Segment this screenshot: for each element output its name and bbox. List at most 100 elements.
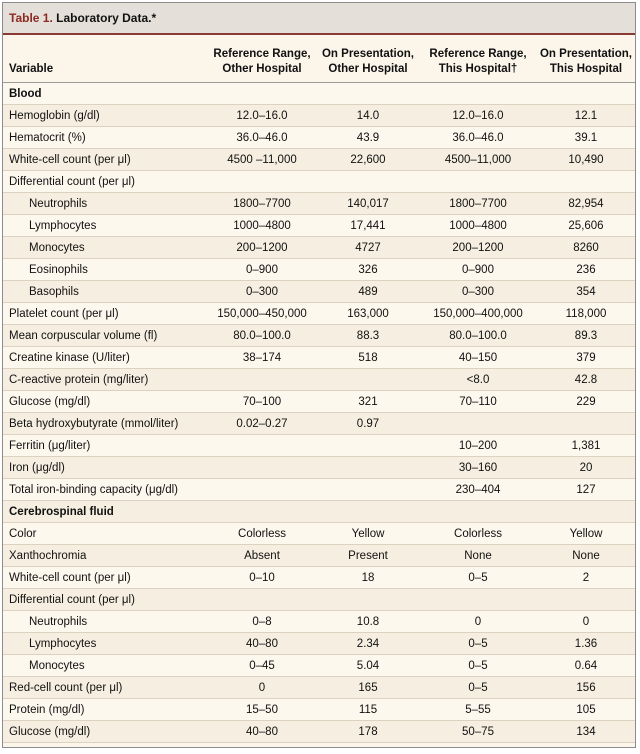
table-row: Hemoglobin (g/dl) 12.0–16.0 14.0 12.0–16.0 1… bbox=[3, 105, 635, 127]
cell-c4: 20 bbox=[579, 462, 593, 474]
table-row: Color Colorless Yellow Colorless Yellow bbox=[3, 523, 635, 545]
table-row: Eosinophils 0–900 326 0–900 236 bbox=[3, 259, 635, 281]
header-pres-other: On Presentation, Other Hospital bbox=[312, 47, 424, 77]
cell-c3: 0–5 bbox=[468, 682, 488, 694]
table-row: Differential count (per μl) bbox=[3, 589, 635, 611]
table-row: Platelet count (per μl) 150,000–450,000 16… bbox=[3, 303, 635, 325]
row-label: Basophils bbox=[29, 286, 79, 298]
cell-c3: 12.0–16.0 bbox=[452, 110, 504, 122]
cell-c3: 50–75 bbox=[462, 726, 494, 738]
row-label: Ferritin (μg/liter) bbox=[9, 440, 91, 452]
cell-c4: 105 bbox=[576, 704, 596, 716]
cell-c1: 0–10 bbox=[249, 572, 275, 584]
cell-c3: <8.0 bbox=[466, 374, 490, 386]
header-ref-this: Reference Range, This Hospital† bbox=[422, 47, 534, 77]
cell-c1: 40–80 bbox=[246, 726, 278, 738]
cell-c3: 230–404 bbox=[455, 484, 501, 496]
cell-c4: 379 bbox=[576, 352, 596, 364]
row-label: Lymphocytes bbox=[29, 220, 97, 232]
cell-c1: Colorless bbox=[238, 528, 286, 540]
table-row: Monocytes 0–45 5.04 0–5 0.64 bbox=[3, 655, 635, 677]
cell-c3: 200–1200 bbox=[452, 242, 504, 254]
table-row: Beta hydroxybutyrate (mmol/liter) 0.02–0.… bbox=[3, 413, 635, 435]
cell-c2: 489 bbox=[358, 286, 378, 298]
cell-c3: 0–5 bbox=[468, 660, 488, 672]
cell-c1: 1800–7700 bbox=[233, 198, 291, 210]
cell-c3: 5–55 bbox=[465, 704, 491, 716]
cell-c2: 163,000 bbox=[347, 308, 389, 320]
header-ref-other-line2: Other Hospital bbox=[222, 63, 302, 75]
table-title: Table 1. Laboratory Data.* bbox=[3, 3, 635, 35]
cell-c4: 89.3 bbox=[574, 330, 598, 342]
cell-c2: Yellow bbox=[351, 528, 385, 540]
table-row: Basophils 0–300 489 0–300 354 bbox=[3, 281, 635, 303]
row-label: Glucose (mg/dl) bbox=[9, 396, 91, 408]
table-number: Table 1. bbox=[9, 11, 53, 25]
row-label: Mean corpuscular volume (fl) bbox=[9, 330, 158, 342]
row-label: Monocytes bbox=[29, 660, 85, 672]
row-label: Xanthochromia bbox=[9, 550, 87, 562]
cell-c2: 5.04 bbox=[356, 660, 380, 672]
row-label: Iron (μg/dl) bbox=[9, 462, 65, 474]
table-header: Variable Reference Range, Other Hospital… bbox=[3, 35, 635, 83]
table-row: Xanthochromia Absent Present None None bbox=[3, 545, 635, 567]
cell-c4: Yellow bbox=[569, 528, 603, 540]
cell-c4: 10,490 bbox=[568, 154, 604, 166]
cell-c3: Colorless bbox=[454, 528, 502, 540]
row-label: Differential count (per μl) bbox=[9, 594, 135, 606]
cell-c3: 1000–4800 bbox=[449, 220, 507, 232]
cell-c1: 70–100 bbox=[242, 396, 282, 408]
cell-c3: 0–900 bbox=[462, 264, 494, 276]
cell-c2: 326 bbox=[358, 264, 378, 276]
header-ref-other-line1: Reference Range, bbox=[213, 48, 311, 60]
cell-c4: 39.1 bbox=[574, 132, 598, 144]
row-label: Eosinophils bbox=[29, 264, 88, 276]
cell-c1: 0 bbox=[258, 682, 266, 694]
table-row: C-reactive protein (mg/liter) <8.0 42.8 bbox=[3, 369, 635, 391]
table-row: Ferritin (μg/liter) 10–200 1,381 bbox=[3, 435, 635, 457]
cell-c2: 2.34 bbox=[356, 638, 380, 650]
cell-c1: 0–300 bbox=[246, 286, 278, 298]
row-label: Lymphocytes bbox=[29, 638, 97, 650]
cell-c3: 0–5 bbox=[468, 572, 488, 584]
cell-c1: 0–45 bbox=[249, 660, 275, 672]
cell-c3: 40–150 bbox=[458, 352, 498, 364]
table-row: Hematocrit (%) 36.0–46.0 43.9 36.0–46.0 39.1 bbox=[3, 127, 635, 149]
cell-c2: 43.9 bbox=[356, 132, 380, 144]
row-label: C-reactive protein (mg/liter) bbox=[9, 374, 149, 386]
table-row: Red-cell count (per μl) 0 165 0–5 156 bbox=[3, 677, 635, 699]
cell-c1: 1000–4800 bbox=[233, 220, 291, 232]
cell-c2: 321 bbox=[358, 396, 378, 408]
row-label: Total iron-binding capacity (μg/dl) bbox=[9, 484, 178, 496]
cell-c4: 127 bbox=[576, 484, 596, 496]
cell-c1: 40–80 bbox=[246, 638, 278, 650]
row-label: White-cell count (per μl) bbox=[9, 154, 131, 166]
cell-c2: 4727 bbox=[355, 242, 381, 254]
cell-c3: 80.0–100.0 bbox=[449, 330, 507, 342]
cell-c4: 0 bbox=[582, 616, 590, 628]
row-label: Red-cell count (per μl) bbox=[9, 682, 123, 694]
table-row: White-cell count (per μl) 0–10 18 0–5 2 bbox=[3, 567, 635, 589]
table-row: Lymphocytes 1000–4800 17,441 1000–4800 25,60… bbox=[3, 215, 635, 237]
row-label: Hemoglobin (g/dl) bbox=[9, 110, 100, 122]
cell-c4: 12.1 bbox=[574, 110, 598, 122]
header-ref-this-line2: This Hospital† bbox=[438, 63, 518, 75]
cell-c1: 12.0–16.0 bbox=[236, 110, 288, 122]
cell-c2: 518 bbox=[358, 352, 378, 364]
cell-c3: 70–110 bbox=[459, 396, 497, 408]
cell-c4: 82,954 bbox=[568, 198, 604, 210]
table-row: Creatine kinase (U/liter) 38–174 518 40–150… bbox=[3, 347, 635, 369]
cell-c4: 134 bbox=[576, 726, 596, 738]
cell-c2: 10.8 bbox=[356, 616, 380, 628]
table-row: Neutrophils 1800–7700 140,017 1800–7700 82,9… bbox=[3, 193, 635, 215]
cell-c3: 1800–7700 bbox=[449, 198, 507, 210]
cell-c2: 140,017 bbox=[347, 198, 389, 210]
cell-c2: 88.3 bbox=[356, 330, 380, 342]
cell-c2: 165 bbox=[358, 682, 378, 694]
cell-c4: 25,606 bbox=[568, 220, 604, 232]
row-label: Protein (mg/dl) bbox=[9, 704, 85, 716]
cell-c3: 4500–11,000 bbox=[444, 154, 512, 166]
cell-c3: 36.0–46.0 bbox=[452, 132, 504, 144]
cell-c1: 15–50 bbox=[246, 704, 278, 716]
header-pres-this-line1: On Presentation, bbox=[539, 48, 633, 60]
